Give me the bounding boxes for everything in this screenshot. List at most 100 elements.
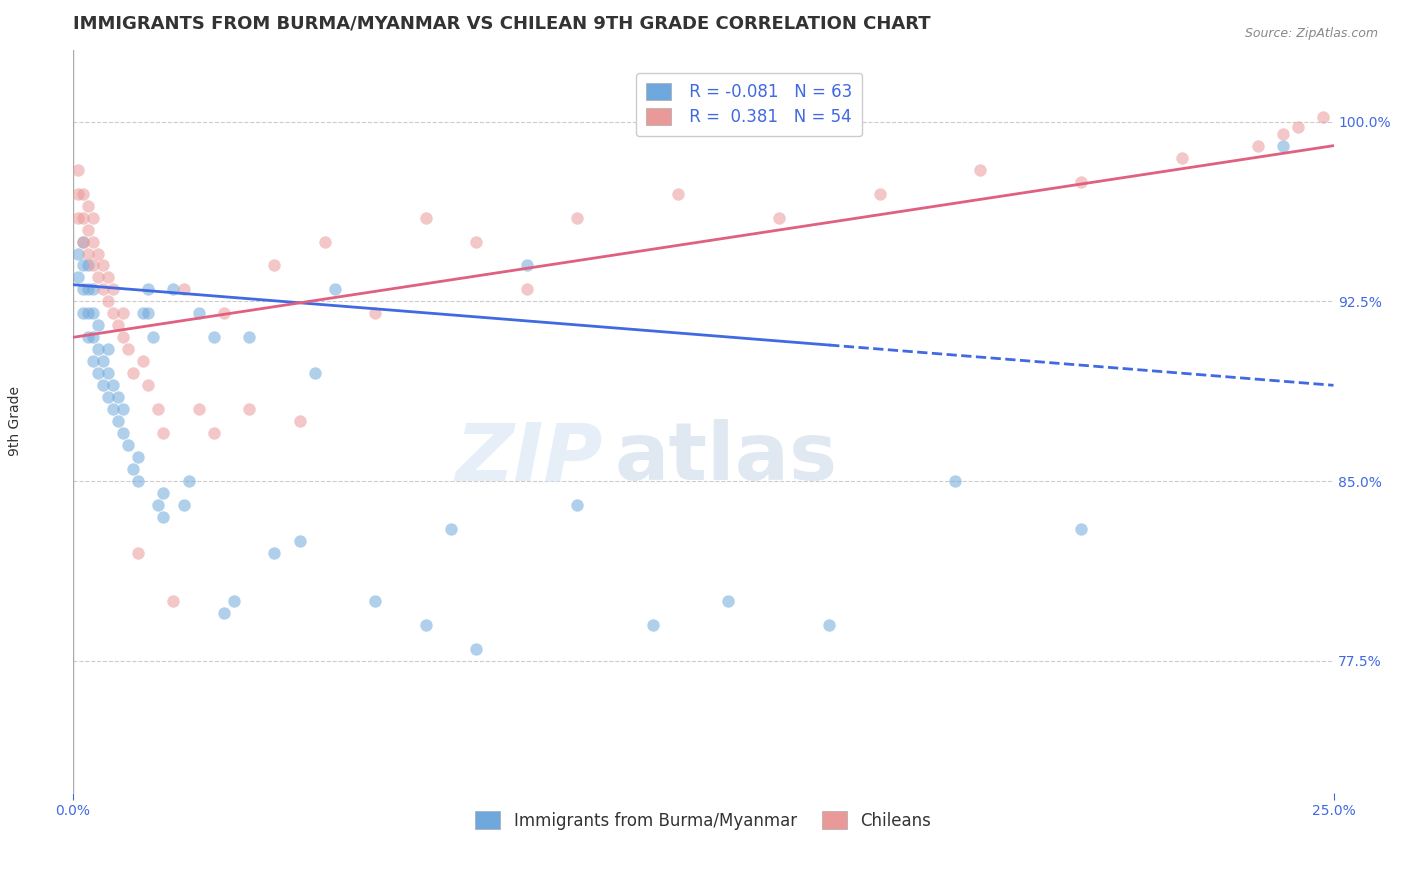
Point: [364, 594, 387, 608]
Point: [107, 414, 129, 428]
Point: [288, 414, 311, 428]
Point: [364, 306, 387, 320]
Text: ZIP: ZIP: [454, 419, 602, 498]
Point: [173, 282, 195, 296]
Point: [152, 486, 174, 500]
Point: [107, 318, 129, 333]
Point: [415, 618, 437, 632]
Point: [768, 211, 790, 225]
Point: [202, 426, 225, 441]
Point: [666, 186, 689, 201]
Point: [91, 378, 114, 392]
Point: [111, 402, 134, 417]
Point: [1272, 138, 1295, 153]
Point: [111, 426, 134, 441]
Point: [66, 246, 89, 260]
Point: [1070, 522, 1092, 536]
Point: [72, 211, 94, 225]
Point: [82, 259, 104, 273]
Point: [87, 367, 110, 381]
Point: [97, 294, 120, 309]
Point: [76, 222, 98, 236]
Point: [101, 402, 124, 417]
Point: [238, 402, 260, 417]
Point: [76, 306, 98, 320]
Point: [127, 546, 149, 560]
Point: [212, 606, 235, 620]
Point: [187, 402, 209, 417]
Point: [943, 474, 966, 488]
Point: [1171, 151, 1194, 165]
Point: [76, 330, 98, 344]
Point: [117, 438, 139, 452]
Point: [82, 306, 104, 320]
Point: [87, 318, 110, 333]
Point: [127, 474, 149, 488]
Point: [136, 306, 159, 320]
Point: [72, 282, 94, 296]
Point: [111, 330, 134, 344]
Point: [152, 510, 174, 524]
Point: [465, 235, 488, 249]
Point: [515, 259, 537, 273]
Point: [136, 378, 159, 392]
Point: [107, 390, 129, 404]
Point: [101, 378, 124, 392]
Point: [97, 343, 120, 357]
Point: [97, 367, 120, 381]
Point: [515, 282, 537, 296]
Point: [72, 186, 94, 201]
Point: [82, 282, 104, 296]
Point: [465, 641, 488, 656]
Text: IMMIGRANTS FROM BURMA/MYANMAR VS CHILEAN 9TH GRADE CORRELATION CHART: IMMIGRANTS FROM BURMA/MYANMAR VS CHILEAN…: [73, 15, 931, 33]
Point: [66, 162, 89, 177]
Point: [72, 259, 94, 273]
Point: [263, 546, 285, 560]
Point: [82, 235, 104, 249]
Point: [101, 282, 124, 296]
Point: [76, 246, 98, 260]
Point: [212, 306, 235, 320]
Point: [187, 306, 209, 320]
Point: [173, 498, 195, 512]
Legend: Immigrants from Burma/Myanmar, Chileans: Immigrants from Burma/Myanmar, Chileans: [468, 805, 938, 837]
Point: [82, 330, 104, 344]
Point: [122, 367, 145, 381]
Point: [162, 282, 184, 296]
Point: [238, 330, 260, 344]
Point: [263, 259, 285, 273]
Point: [1247, 138, 1270, 153]
Point: [142, 330, 165, 344]
Point: [72, 306, 94, 320]
Point: [152, 426, 174, 441]
Point: [641, 618, 664, 632]
Point: [91, 259, 114, 273]
Point: [127, 450, 149, 465]
Point: [97, 390, 120, 404]
Point: [323, 282, 346, 296]
Point: [314, 235, 336, 249]
Point: [818, 618, 841, 632]
Point: [1272, 127, 1295, 141]
Point: [122, 462, 145, 476]
Point: [717, 594, 740, 608]
Point: [111, 306, 134, 320]
Point: [162, 594, 184, 608]
Point: [97, 270, 120, 285]
Point: [66, 270, 89, 285]
Point: [76, 198, 98, 212]
Point: [440, 522, 463, 536]
Point: [202, 330, 225, 344]
Point: [87, 270, 110, 285]
Point: [117, 343, 139, 357]
Point: [101, 306, 124, 320]
Point: [1070, 175, 1092, 189]
Point: [177, 474, 200, 488]
Point: [148, 498, 170, 512]
Point: [148, 402, 170, 417]
Point: [288, 534, 311, 549]
Text: atlas: atlas: [614, 419, 838, 498]
Point: [66, 211, 89, 225]
Point: [76, 259, 98, 273]
Point: [415, 211, 437, 225]
